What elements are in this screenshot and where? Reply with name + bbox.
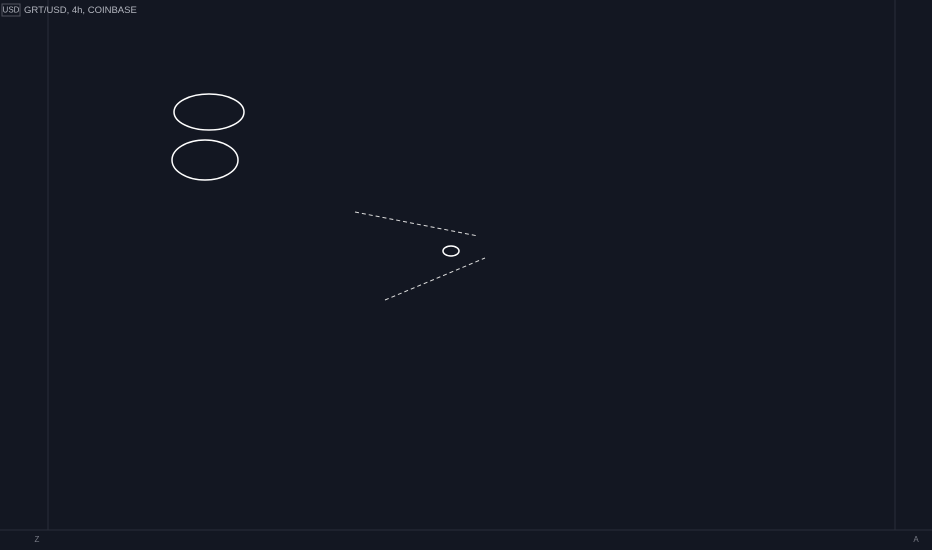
annotation-circle	[173, 93, 245, 131]
chart-title: GRT/USD, 4h, COINBASE	[24, 5, 137, 16]
currency-box	[1, 3, 21, 17]
annotation-circle	[171, 139, 239, 181]
price-axis	[0, 0, 48, 530]
time-axis	[0, 530, 932, 550]
volume-axis	[895, 0, 932, 530]
button[interactable]: Z	[35, 535, 40, 544]
drawings	[171, 93, 486, 301]
annotation-circle	[442, 245, 460, 257]
button[interactable]: A	[913, 535, 919, 544]
currency: USD	[3, 6, 20, 15]
